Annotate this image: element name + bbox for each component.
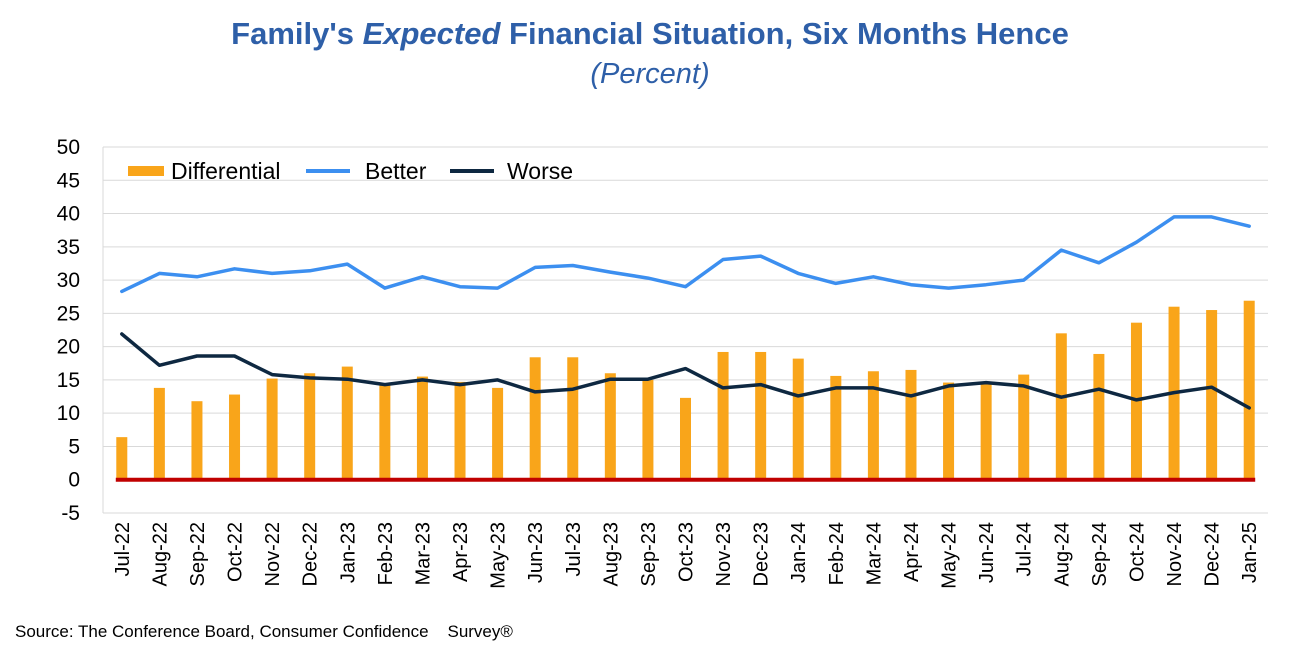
x-tick-label: Aug-23 — [600, 522, 622, 587]
x-tick-label: Nov-24 — [1164, 522, 1186, 586]
differential-bar — [642, 379, 654, 480]
x-tick-label: Jan-25 — [1239, 522, 1261, 583]
y-tick-label: 45 — [57, 169, 80, 192]
y-axis-ticks: -5 0 5 10 15 20 25 30 35 40 45 50 — [57, 136, 80, 525]
differential-bar — [717, 351, 729, 480]
differential-bar — [1243, 300, 1255, 480]
differential-bar — [604, 373, 616, 480]
legend: Differential Better Worse — [128, 158, 573, 184]
legend-label-better: Better — [365, 158, 427, 184]
x-tick-label: Sep-23 — [638, 522, 660, 587]
differential-bar — [229, 394, 241, 480]
x-tick-label: Oct-24 — [1126, 522, 1148, 582]
y-tick-label: -5 — [61, 502, 80, 525]
differential-bar — [492, 387, 504, 480]
x-tick-label: May-23 — [488, 522, 510, 589]
differential-bar — [680, 397, 691, 480]
x-tick-label: Jul-22 — [112, 522, 134, 576]
chart-subtitle: (Percent) — [590, 58, 710, 90]
differential-bar — [153, 387, 165, 480]
legend-swatch-differential — [128, 166, 164, 176]
differential-bar — [191, 401, 203, 480]
x-tick-label: Jul-24 — [1014, 522, 1036, 576]
differential-bars — [116, 300, 1255, 480]
differential-bar — [980, 382, 992, 480]
source-note: Source: The Conference Board, Consumer C… — [15, 622, 513, 641]
x-tick-label: Sep-24 — [1089, 522, 1111, 587]
x-tick-label: Nov-22 — [262, 522, 284, 586]
legend-label-worse: Worse — [507, 158, 573, 184]
y-tick-label: 0 — [68, 469, 80, 492]
differential-bar — [943, 382, 955, 480]
x-tick-label: Mar-23 — [412, 522, 434, 585]
x-tick-label: Feb-24 — [826, 522, 848, 585]
differential-bar — [341, 366, 353, 480]
x-tick-label: Jun-23 — [525, 522, 547, 583]
differential-bar — [379, 383, 391, 480]
x-tick-label: Oct-22 — [225, 522, 247, 582]
series-lines — [120, 215, 1251, 410]
title-part2: Financial Situation, Six Months Hence — [500, 16, 1069, 51]
x-tick-label: Dec-23 — [751, 522, 773, 586]
differential-bar — [567, 357, 579, 480]
x-tick-label: Apr-24 — [901, 522, 923, 582]
x-tick-label: Jan-24 — [788, 522, 810, 583]
differential-bar — [1093, 353, 1105, 480]
y-tick-label: 5 — [68, 435, 80, 458]
differential-bar — [266, 378, 278, 480]
x-tick-label: Jan-23 — [337, 522, 359, 583]
y-tick-label: 10 — [57, 402, 80, 425]
series-line-better — [120, 215, 1251, 294]
x-tick-label: Mar-24 — [863, 522, 885, 585]
differential-bar — [867, 371, 879, 480]
x-tick-label: Dec-24 — [1202, 522, 1224, 586]
x-tick-label: Oct-23 — [676, 522, 698, 582]
x-tick-label: Jul-23 — [563, 522, 585, 576]
differential-bar — [454, 381, 466, 480]
y-tick-label: 50 — [57, 136, 80, 159]
title-emphasis: Expected — [362, 16, 501, 51]
x-tick-label: Dec-22 — [300, 522, 322, 586]
x-tick-label: Apr-23 — [450, 522, 472, 582]
x-tick-label: Jun-24 — [976, 522, 998, 583]
y-tick-label: 40 — [57, 203, 80, 226]
differential-bar — [830, 375, 842, 480]
differential-bar — [1018, 374, 1030, 480]
x-tick-label: Sep-22 — [187, 522, 209, 587]
x-tick-label: Nov-23 — [713, 522, 735, 586]
x-axis-ticks: Jul-22 Aug-22 Sep-22 Oct-22 Nov-22 Dec-22 Jan-… — [112, 522, 1261, 589]
differential-bar — [905, 369, 917, 480]
series-line-worse — [120, 332, 1251, 410]
y-tick-label: 35 — [57, 236, 80, 259]
title-part1: Family's — [231, 16, 363, 51]
differential-bar — [529, 357, 541, 480]
y-tick-label: 25 — [57, 302, 80, 325]
legend-label-differential: Differential — [171, 158, 281, 184]
differential-bar — [755, 351, 767, 480]
y-tick-label: 20 — [57, 336, 80, 359]
differential-bar — [1055, 333, 1067, 480]
differential-bar — [792, 358, 804, 480]
differential-bar — [116, 437, 128, 480]
x-tick-label: Aug-24 — [1051, 522, 1073, 587]
x-tick-label: Feb-23 — [375, 522, 397, 585]
differential-bar — [304, 373, 316, 480]
differential-bar — [416, 376, 428, 480]
x-tick-label: May-24 — [939, 522, 961, 589]
x-tick-label: Aug-22 — [149, 522, 171, 587]
chart-title: Family's Expected Financial Situation, S… — [0, 16, 1300, 52]
y-tick-label: 15 — [57, 369, 80, 392]
differential-bar — [1206, 310, 1218, 480]
y-tick-label: 30 — [57, 269, 80, 292]
